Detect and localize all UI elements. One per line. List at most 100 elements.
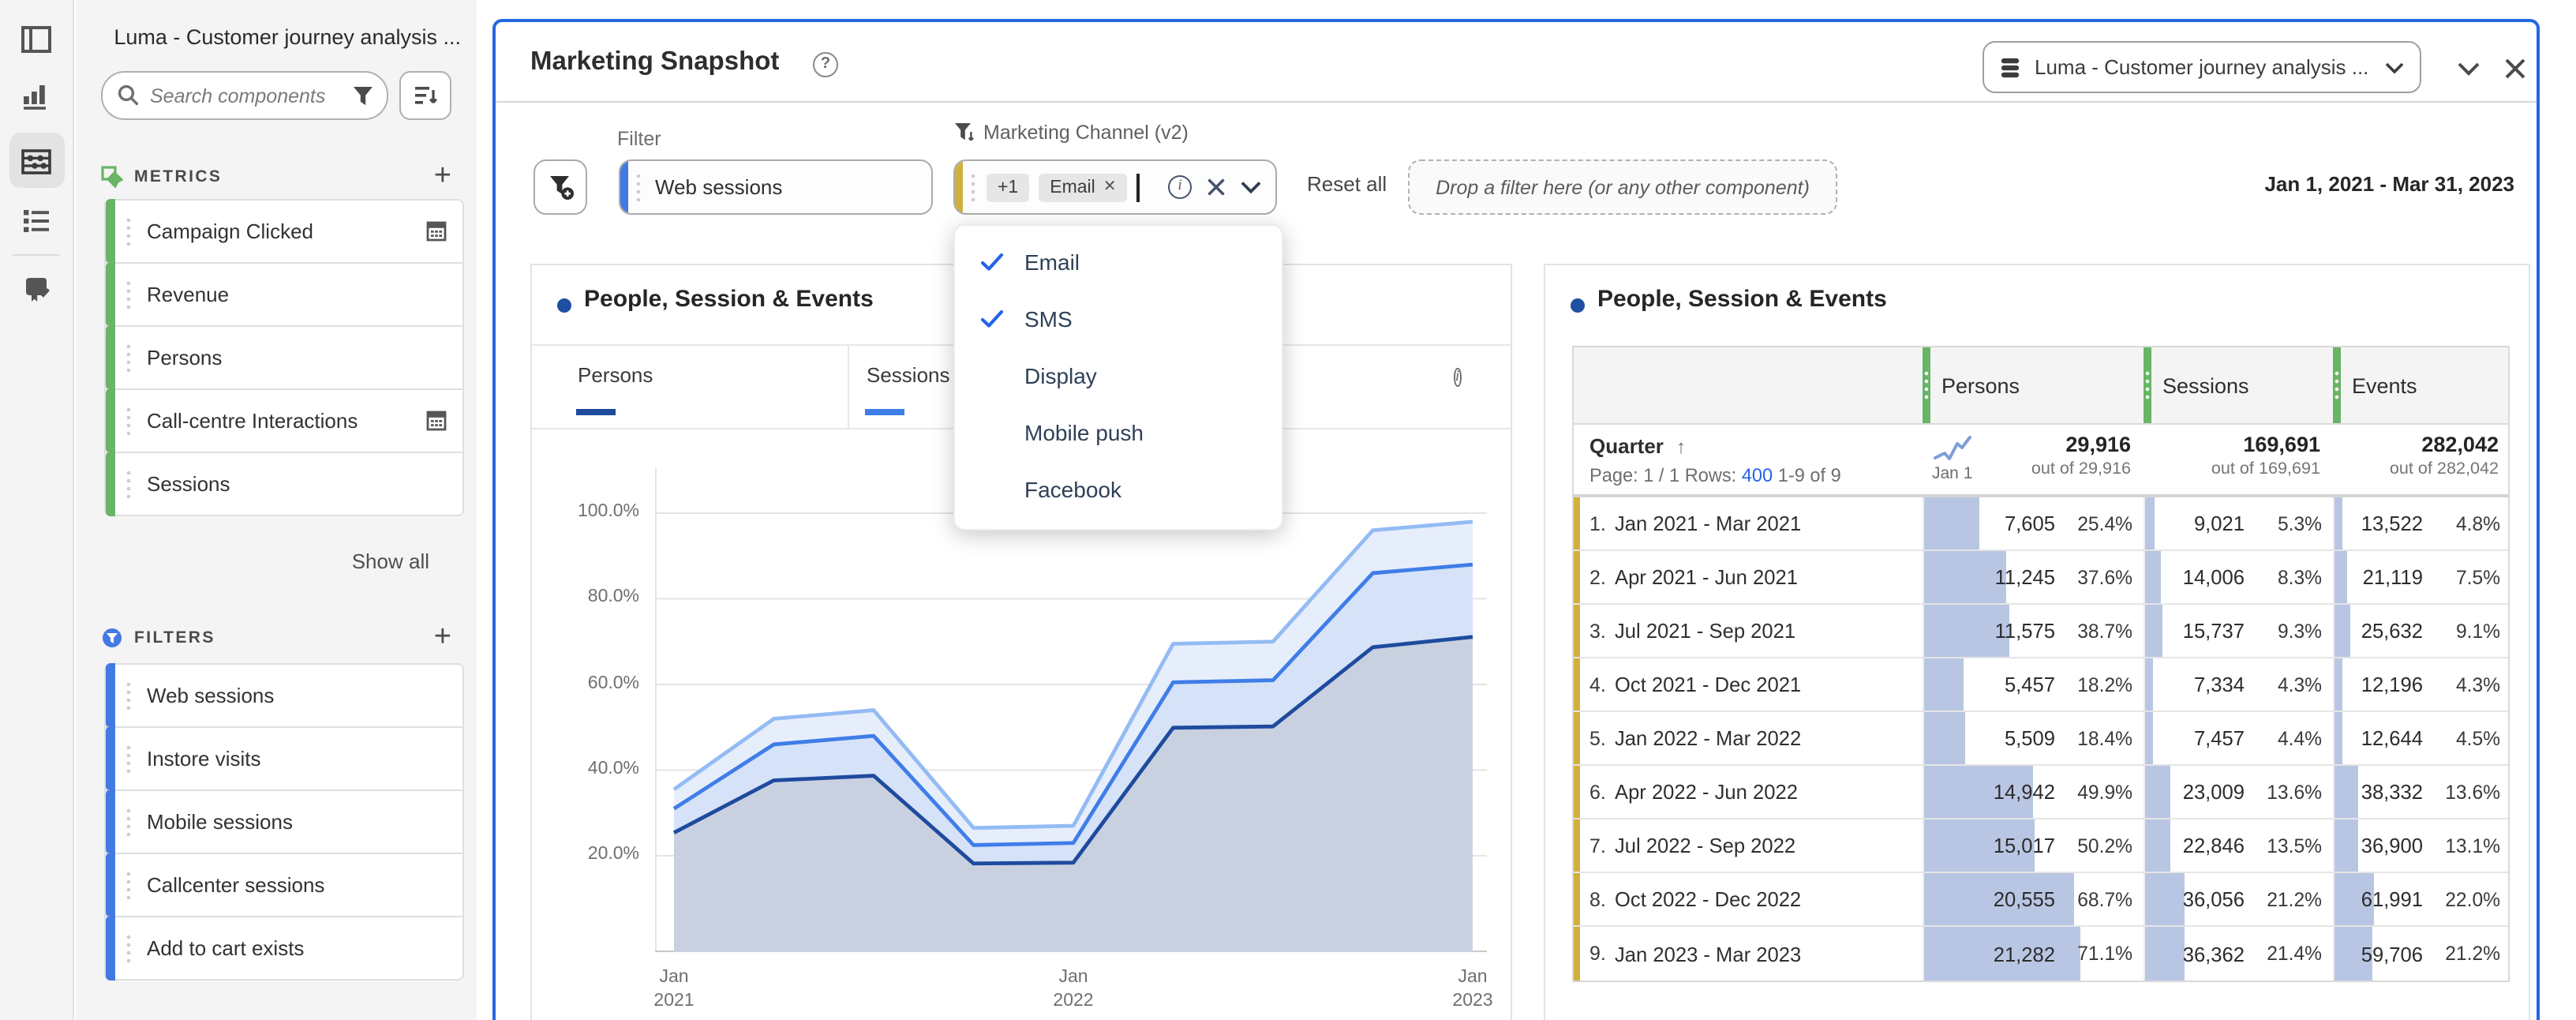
dropdown-option-facebook[interactable]: Facebook (955, 461, 1282, 518)
chevron-down-icon[interactable] (1241, 180, 1261, 194)
component-item[interactable]: Instore visits (104, 726, 464, 791)
dropdown-option-label: Facebook (1024, 477, 1121, 502)
drag-handle[interactable] (126, 807, 131, 840)
add-metric-button[interactable]: + (433, 159, 451, 193)
cell-percentage: 8.3% (2277, 566, 2322, 588)
drag-handle[interactable] (126, 933, 131, 966)
cell-value-bar (1924, 766, 2034, 818)
visualizations-icon[interactable] (21, 81, 52, 111)
rows-per-page-link[interactable]: 400 (1741, 464, 1773, 486)
drag-handle[interactable] (126, 870, 131, 903)
dropdown-option-display[interactable]: Display (955, 347, 1282, 404)
component-item[interactable]: Call-centre Interactions (104, 388, 464, 453)
component-item[interactable]: Web sessions (104, 663, 464, 728)
cell-percentage: 7.5% (2455, 566, 2500, 588)
overflow-count-tag[interactable]: +1 (987, 173, 1030, 201)
playbook-icon[interactable] (21, 273, 51, 303)
drag-handle[interactable] (636, 172, 641, 205)
tab-sessions[interactable]: Sessions (849, 346, 1165, 428)
column-header-events[interactable]: Events (2333, 347, 2511, 423)
show-all-link[interactable]: Show all (351, 549, 429, 573)
add-filter-button[interactable]: + (433, 621, 451, 654)
dataset-picker[interactable]: Luma - Customer journey analysis ... (1983, 41, 2421, 93)
component-item[interactable]: Callcenter sessions (104, 853, 464, 917)
drag-handle[interactable] (126, 744, 131, 777)
panel-filter-chip[interactable]: Web sessions (619, 159, 933, 215)
drag-handle[interactable] (126, 343, 131, 376)
row-dimension-cell[interactable]: 9. Jan 2023 - Mar 2023 (1574, 927, 1923, 981)
filter-drop-zone[interactable]: Drop a filter here (or any other compone… (1408, 159, 1837, 215)
drag-handle[interactable] (2334, 369, 2339, 403)
row-dimension-cell[interactable]: 8. Oct 2022 - Dec 2022 (1574, 873, 1923, 925)
marketing-channel-filter-box[interactable]: +1 Email ✕ i (953, 159, 1277, 215)
component-item[interactable]: Campaign Clicked (104, 199, 464, 264)
cell-value: 7,605 (2004, 512, 2055, 535)
dropdown-option-sms[interactable]: SMS (955, 291, 1282, 347)
drag-handle[interactable] (2145, 369, 2150, 403)
panels-icon[interactable] (21, 25, 52, 54)
table-card: People, Session & Events Persons Session… (1544, 264, 2530, 1020)
component-item[interactable]: Revenue (104, 262, 464, 327)
component-item[interactable]: Mobile sessions (104, 789, 464, 854)
component-item[interactable]: Sessions (104, 452, 464, 516)
row-dimension-cell[interactable]: 5. Jan 2022 - Mar 2022 (1574, 712, 1923, 764)
close-panel-icon[interactable] (2503, 57, 2527, 81)
dropdown-option-mobile-push[interactable]: Mobile push (955, 404, 1282, 461)
drag-handle[interactable] (126, 681, 131, 714)
component-label: Call-centre Interactions (147, 409, 358, 433)
row-dimension-cell[interactable]: 3. Jul 2021 - Sep 2021 (1574, 605, 1923, 657)
clear-selection-icon[interactable] (1206, 177, 1226, 197)
cell-percentage: 21.2% (2445, 943, 2500, 965)
date-range[interactable]: Jan 1, 2021 - Mar 31, 2023 (2264, 172, 2514, 196)
row-dimension-cell[interactable]: 1. Jan 2021 - Mar 2021 (1574, 497, 1923, 549)
drag-handle[interactable] (971, 172, 975, 205)
column-header-persons[interactable]: Persons (1923, 347, 2144, 423)
cell-value: 14,006 (2182, 565, 2245, 589)
y-tick-label: 100.0% (577, 502, 639, 521)
column-header-sessions[interactable]: Sessions (2144, 347, 2333, 423)
drag-handle[interactable] (126, 469, 131, 502)
cell-percentage: 37.6% (2077, 566, 2132, 588)
cell-value: 38,332 (2361, 780, 2423, 804)
table-title: People, Session & Events (1597, 286, 1887, 313)
help-icon[interactable]: ? (813, 52, 838, 77)
sort-ascending-icon[interactable]: ↑ (1676, 436, 1686, 458)
components-icon[interactable] (21, 148, 52, 175)
row-dimension-cell[interactable]: 4. Oct 2021 - Dec 2021 (1574, 658, 1923, 711)
cell-percentage: 13.6% (2445, 781, 2500, 803)
reset-all-button[interactable]: Reset all (1307, 172, 1387, 196)
remove-email-tag-icon[interactable]: ✕ (1103, 178, 1117, 196)
row-dimension-cell[interactable]: 6. Apr 2022 - Jun 2022 (1574, 766, 1923, 818)
cell-value-bar (1924, 605, 2009, 657)
dropdown-option-email[interactable]: Email (955, 234, 1282, 291)
tab-persons[interactable]: Persons (532, 346, 848, 428)
metric-cell: 21,119 7.5% (2333, 551, 2511, 603)
drag-handle[interactable] (126, 279, 131, 313)
metric-cell: 14,006 8.3% (2144, 551, 2333, 603)
drag-handle[interactable] (126, 406, 131, 439)
row-dimension-cell[interactable]: 7. Jul 2022 - Sep 2022 (1574, 819, 1923, 872)
component-item[interactable]: Persons (104, 325, 464, 390)
quarter-column-header[interactable]: Quarter ↑ (1589, 434, 1686, 458)
total-subtext: out of 169,691 (2211, 459, 2320, 478)
line-chart[interactable] (655, 455, 1487, 954)
filter-chip-label: Web sessions (655, 175, 783, 199)
info-icon[interactable]: i (1168, 175, 1192, 199)
row-range: 1-9 of 9 (1777, 464, 1841, 486)
list-view-icon[interactable] (22, 207, 51, 235)
drag-handle[interactable] (1924, 369, 1929, 403)
row-dimension-cell[interactable]: 2. Apr 2021 - Jun 2021 (1574, 551, 1923, 603)
collapse-panel-icon[interactable] (2458, 62, 2480, 76)
search-input[interactable]: Search components (101, 71, 388, 120)
persons-series-swatch (576, 409, 616, 415)
chart-info-icon[interactable]: i (1454, 368, 1462, 387)
dataset-title[interactable]: Luma - Customer journey analysis ... (101, 25, 461, 49)
sort-components-button[interactable] (399, 71, 451, 120)
component-label: Add to cart exists (147, 936, 305, 960)
component-item[interactable]: Add to cart exists (104, 916, 464, 981)
search-filter-funnel-icon[interactable] (352, 85, 374, 107)
add-panel-filter-button[interactable] (534, 159, 587, 215)
table-body: 1. Jan 2021 - Mar 2021 7,605 25.4% 9,021 5… (1574, 497, 2508, 981)
drag-handle[interactable] (126, 216, 131, 249)
